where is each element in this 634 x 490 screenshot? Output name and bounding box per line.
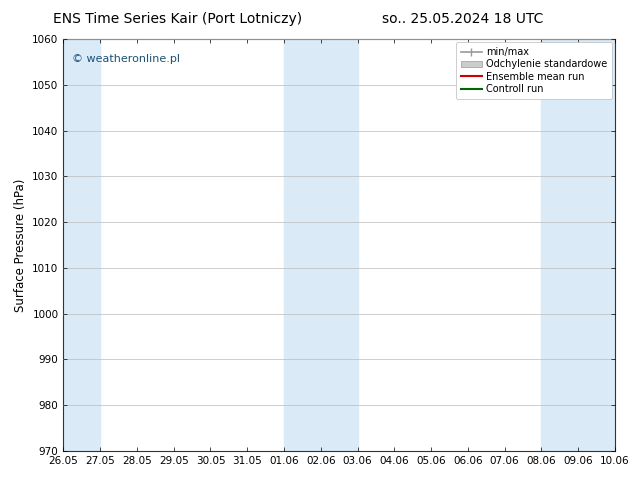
Bar — [63, 39, 100, 451]
Y-axis label: Surface Pressure (hPa): Surface Pressure (hPa) — [14, 178, 27, 312]
Text: © weatheronline.pl: © weatheronline.pl — [72, 53, 179, 64]
Bar — [284, 39, 358, 451]
Text: so.. 25.05.2024 18 UTC: so.. 25.05.2024 18 UTC — [382, 12, 543, 26]
Text: ENS Time Series Kair (Port Lotniczy): ENS Time Series Kair (Port Lotniczy) — [53, 12, 302, 26]
Bar — [541, 39, 615, 451]
Legend: min/max, Odchylenie standardowe, Ensemble mean run, Controll run: min/max, Odchylenie standardowe, Ensembl… — [456, 42, 612, 99]
